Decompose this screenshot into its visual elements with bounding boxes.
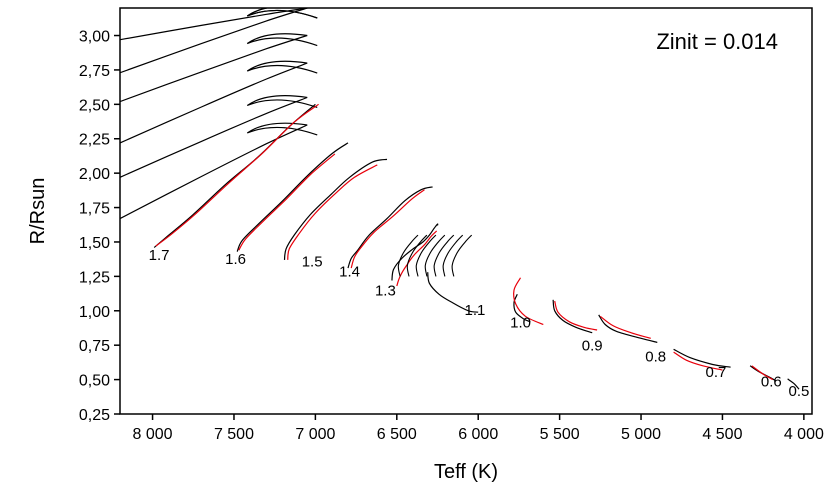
x-tick-label: 8 000 <box>133 426 173 443</box>
series-line <box>673 348 731 368</box>
y-tick-label: 0,50 <box>79 373 110 390</box>
series-line <box>350 189 425 269</box>
fan-track-line <box>433 234 455 277</box>
background-track-hook <box>246 60 318 74</box>
series-line <box>673 351 723 371</box>
series-line <box>598 314 658 343</box>
mass-label: 1.4 <box>339 263 360 280</box>
fan-track-line <box>451 234 473 277</box>
mass-label: 1.7 <box>149 247 170 264</box>
annotation-zinit: Zinit = 0.014 <box>656 29 778 54</box>
y-tick-label: 1,00 <box>79 304 110 321</box>
mass-label: 1.3 <box>375 283 396 300</box>
series-line <box>238 153 336 251</box>
series-line <box>347 186 433 269</box>
y-tick-label: 1,25 <box>79 269 110 286</box>
background-track-line <box>120 8 308 74</box>
y-tick-label: 2,00 <box>79 166 110 183</box>
background-track-hook <box>246 95 318 109</box>
mass-label: 0.9 <box>582 338 603 355</box>
x-tick-label: 7 000 <box>295 426 335 443</box>
y-tick-label: 2,25 <box>79 132 110 149</box>
mass-label: 1.1 <box>465 302 486 319</box>
fan-track-line <box>424 234 446 277</box>
background-track-line <box>120 96 308 178</box>
y-tick-label: 2,75 <box>79 63 110 80</box>
plot-frame <box>119 7 813 415</box>
y-tick-label: 0,75 <box>79 338 110 355</box>
mass-label: 0.8 <box>645 349 666 366</box>
mass-label: 1.5 <box>302 254 323 271</box>
y-tick-label: 0,25 <box>79 407 110 424</box>
series-line <box>427 272 479 313</box>
fan-track-line <box>397 234 419 277</box>
x-tick-label: 4 000 <box>784 426 824 443</box>
series-line <box>391 223 439 281</box>
background-track-hook <box>246 33 318 47</box>
series-line <box>554 300 598 331</box>
y-tick-label: 2,50 <box>79 97 110 114</box>
mass-label-group: 1.7 1.6 1.5 1.4 1.3 1.1 1.0 0.9 0.8 0.7 0.6 0.5 <box>149 247 810 400</box>
series-line <box>599 315 651 339</box>
fan-track-line <box>406 234 428 277</box>
y-axis-title: R/Rsun <box>27 178 49 245</box>
series-line <box>787 378 800 390</box>
y-tick-label: 3,00 <box>79 29 110 46</box>
series-line <box>155 103 319 247</box>
mass-label: 0.7 <box>706 364 727 381</box>
y-tick-label: 1,75 <box>79 201 110 218</box>
track-group <box>120 8 800 390</box>
y-tick-label: 1,50 <box>79 235 110 252</box>
x-axis: 8 000 7 500 7 000 6 500 6 000 5 500 5 000 4 500… <box>133 414 824 443</box>
mass-label: 0.6 <box>761 373 782 390</box>
x-tick-label: 7 500 <box>214 426 254 443</box>
series-line <box>552 299 593 334</box>
series-line <box>513 277 544 326</box>
mass-label: 1.6 <box>225 251 246 268</box>
x-tick-label: 6 500 <box>377 426 417 443</box>
plot-background <box>120 8 812 414</box>
background-track-line <box>120 62 308 144</box>
background-track-hook <box>246 122 318 136</box>
fan-track-line <box>415 234 437 277</box>
x-axis-title: Teff (K) <box>434 461 498 483</box>
series-line <box>236 142 349 252</box>
series-line <box>751 365 774 381</box>
series-line <box>287 164 378 260</box>
x-tick-label: 4 500 <box>702 426 742 443</box>
x-tick-label: 6 000 <box>458 426 498 443</box>
series-line <box>283 158 388 260</box>
fan-track-line <box>442 234 464 277</box>
background-track-line <box>120 124 308 220</box>
x-tick-label: 5 000 <box>621 426 661 443</box>
background-track-hook <box>246 8 318 19</box>
mass-label: 1.0 <box>510 314 531 331</box>
background-track-line <box>120 34 308 103</box>
mass-label: 0.5 <box>789 383 810 400</box>
y-axis: 0,25 0,50 0,75 1,00 1,25 1,50 1,75 2,00 2,25 2,50… <box>79 29 120 424</box>
x-tick-label: 5 500 <box>540 426 580 443</box>
